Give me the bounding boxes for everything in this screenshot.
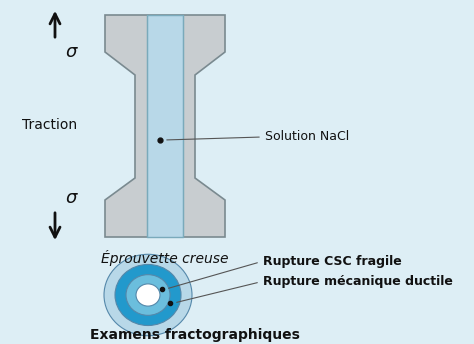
Text: Examens fractographiques: Examens fractographiques <box>90 328 300 342</box>
Text: Rupture mécanique ductile: Rupture mécanique ductile <box>263 276 453 289</box>
Ellipse shape <box>115 265 181 325</box>
Text: Rupture CSC fragile: Rupture CSC fragile <box>263 256 402 269</box>
Polygon shape <box>105 15 225 237</box>
Text: Traction: Traction <box>22 118 78 132</box>
Ellipse shape <box>136 284 160 306</box>
Ellipse shape <box>104 254 192 336</box>
Text: Éprouvette creuse: Éprouvette creuse <box>101 250 229 266</box>
Polygon shape <box>147 15 183 237</box>
Text: σ: σ <box>65 43 76 61</box>
Ellipse shape <box>126 275 170 315</box>
Text: σ: σ <box>65 189 76 207</box>
Text: Solution NaCl: Solution NaCl <box>265 130 349 143</box>
